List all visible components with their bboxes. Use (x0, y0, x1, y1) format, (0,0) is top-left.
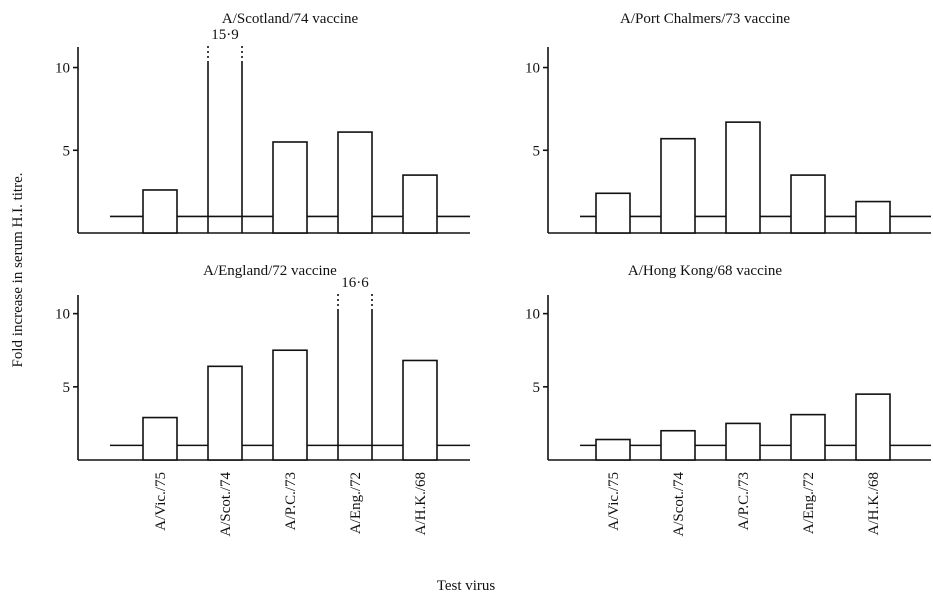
x-axis-label: Test virus (437, 578, 496, 594)
x-tick-label: A/Scot./74 (218, 472, 234, 537)
y-tick-label: 5 (533, 143, 541, 159)
bar (790, 413, 826, 461)
bar (595, 192, 631, 234)
bar-break (337, 293, 373, 311)
bar (207, 63, 243, 233)
y-tick-label: 10 (55, 307, 70, 323)
y-tick-label: 10 (55, 61, 70, 77)
bar (337, 311, 373, 460)
bar (272, 349, 308, 461)
panel-title: A/Scotland/74 vaccine (222, 11, 359, 27)
bar (855, 200, 891, 234)
bar-break (207, 45, 243, 63)
x-tick-label: A/Scot./74 (671, 472, 687, 537)
bar (855, 393, 891, 461)
bar (725, 121, 761, 234)
bar (402, 359, 438, 461)
x-tick-label: A/Vic./75 (153, 472, 169, 531)
bar (725, 422, 761, 461)
bar (142, 189, 178, 234)
bar (272, 141, 308, 234)
bar (402, 174, 438, 234)
bar (207, 365, 243, 461)
x-tick-label: A/Eng./72 (348, 472, 364, 534)
bar (337, 131, 373, 234)
x-tick-label: A/H.K./68 (413, 472, 429, 535)
x-tick-label: A/P.C./73 (736, 472, 752, 530)
bar (660, 137, 696, 234)
y-tick-label: 5 (63, 380, 71, 396)
y-tick-label: 5 (63, 143, 71, 159)
bar (660, 429, 696, 461)
y-tick-label: 10 (525, 61, 540, 77)
y-tick-label: 5 (533, 380, 541, 396)
value-label: 16·6 (341, 275, 369, 291)
bar (790, 174, 826, 234)
y-tick-label: 10 (525, 307, 540, 323)
panel-title: A/England/72 vaccine (203, 263, 337, 279)
x-tick-label: A/Eng./72 (801, 472, 817, 534)
x-tick-label: A/H.K./68 (866, 472, 882, 535)
y-axis-label: Fold increase in serum H.I. titre. (10, 173, 26, 368)
x-tick-label: A/P.C./73 (283, 472, 299, 530)
panel-title: A/Port Chalmers/73 vaccine (620, 11, 790, 27)
x-tick-label: A/Vic./75 (606, 472, 622, 531)
panel-title: A/Hong Kong/68 vaccine (628, 263, 782, 279)
bar (142, 416, 178, 461)
value-label: 15·9 (211, 27, 239, 43)
bar (595, 438, 631, 461)
